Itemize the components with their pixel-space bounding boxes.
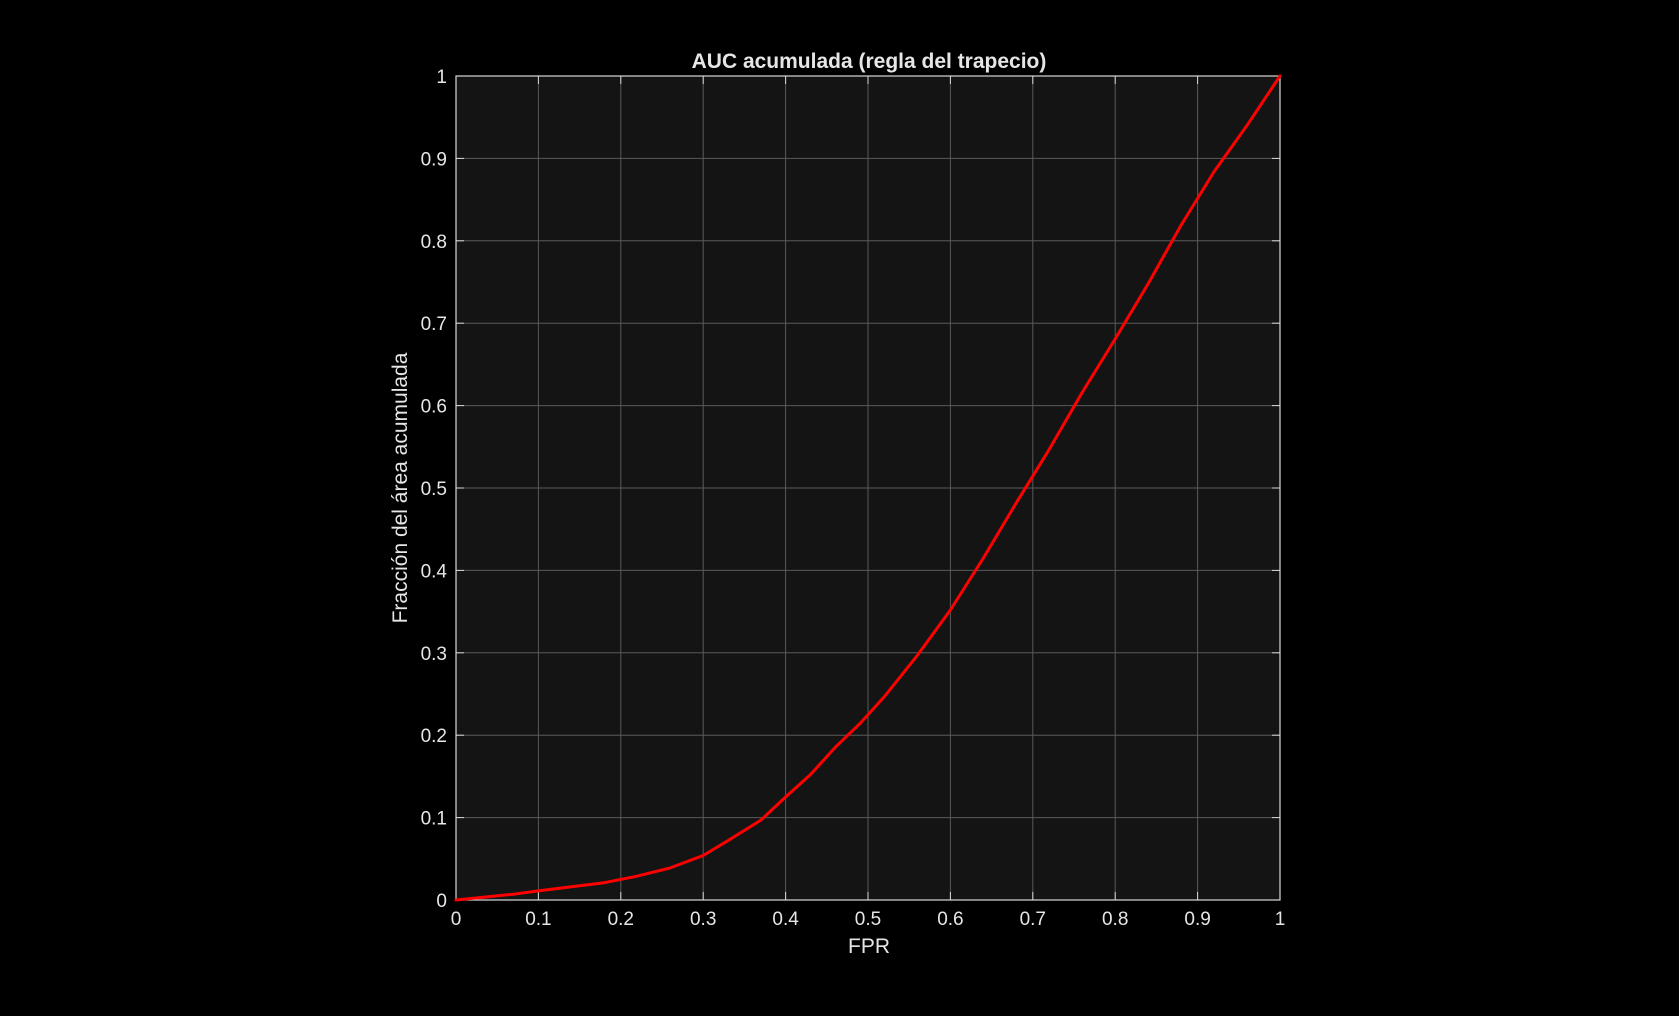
y-tick-label: 0 [436,891,447,912]
y-tick-label: 0.9 [421,149,447,170]
x-tick-label: 0 [451,909,462,930]
series-line [454,74,1282,902]
chart-title: AUC acumulada (regla del trapecio) [692,50,1047,73]
x-tick-label: 0.6 [937,909,963,930]
x-tick-label: 0.4 [772,909,799,930]
y-tick-label: 0.6 [421,397,447,418]
y-tick-label: 0.7 [421,314,447,335]
x-tick-label: 0.1 [525,909,551,930]
x-tick-label: 0.2 [608,909,634,930]
ticks [455,75,1281,901]
y-tick-label: 0.2 [421,726,447,747]
y-tick-label: 1 [436,67,447,88]
y-tick-label: 0.8 [421,232,447,253]
y-tick-labels: 0 0.1 0.2 0.3 0.4 0.5 0.6 0.7 0.8 0.9 1 [421,67,448,912]
x-tick-labels: 0 0.1 0.2 0.3 0.4 0.5 0.6 0.7 0.8 0.9 1 [451,909,1286,930]
x-axis-label: FPR [848,935,890,958]
y-tick-label: 0.5 [421,479,447,500]
x-tick-label: 0.8 [1102,909,1128,930]
series [454,74,1282,902]
x-tick-label: 1 [1275,909,1286,930]
y-tick-label: 0.3 [421,644,447,665]
x-tick-label: 0.9 [1184,909,1210,930]
y-axis-label: Fracción del área acumulada [389,352,412,623]
x-tick-label: 0.5 [855,909,881,930]
x-tick-label: 0.3 [690,909,716,930]
y-tick-label: 0.4 [421,561,448,582]
y-tick-label: 0.1 [421,809,447,830]
x-tick-label: 0.7 [1020,909,1046,930]
